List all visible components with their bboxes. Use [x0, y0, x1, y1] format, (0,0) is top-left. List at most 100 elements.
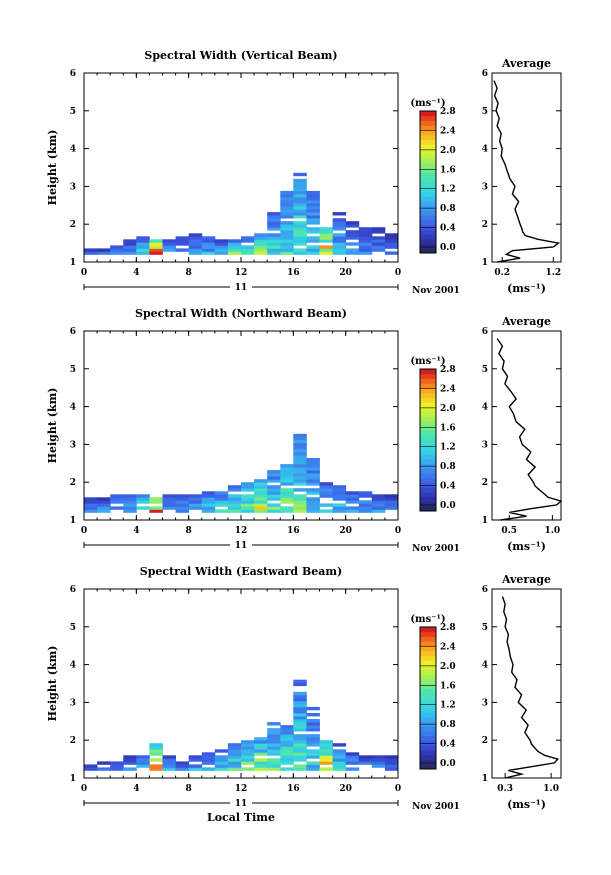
heatmap-cell — [293, 755, 307, 759]
heatmap-cell — [201, 761, 216, 765]
heatmap-cell — [162, 758, 176, 762]
colorbar-bin — [420, 406, 436, 413]
colorbar-tick-label: 2.4 — [440, 642, 456, 652]
heatmap-cell — [136, 758, 150, 762]
y-tick-label: 6 — [70, 585, 76, 595]
heatmap-cell — [280, 746, 294, 750]
heatmap-cell — [188, 236, 203, 240]
heatmap-cell — [306, 200, 320, 204]
heatmap-cell — [358, 227, 373, 231]
heatmap-cell — [227, 506, 242, 510]
colorbar-tick-label: 1.6 — [440, 681, 456, 691]
heatmap-cell — [293, 500, 307, 504]
colorbar-bin — [420, 416, 436, 422]
heatmap-cell — [254, 749, 268, 753]
colorbar-tick-label: 0.4 — [440, 482, 456, 492]
heatmap-cell — [345, 500, 360, 504]
heatmap-cell — [267, 761, 281, 765]
heatmap-cell — [175, 497, 190, 501]
heatmap-cell — [227, 767, 242, 771]
colorbar-bin — [420, 688, 436, 694]
heatmap-cell — [267, 497, 281, 501]
profile-y-tick-label: 2 — [482, 220, 488, 230]
profile-x-label: (ms⁻¹) — [507, 540, 546, 553]
heatmap-cell — [227, 485, 242, 489]
colorbar-bin — [420, 631, 436, 637]
heatmap-cell — [293, 461, 307, 465]
heatmap-cell — [280, 242, 294, 246]
heatmap-cell — [358, 236, 373, 240]
heatmap-cell — [280, 473, 294, 477]
colorbar-bin — [420, 716, 436, 723]
heatmap-cell — [332, 488, 347, 492]
heatmap-cells — [84, 679, 399, 771]
heatmap-cell — [123, 500, 137, 504]
profile-y-tick-label: 5 — [482, 623, 488, 633]
chart-panel-2: Spectral Width (Northward Beam)0 4 8 12 16 20… — [46, 307, 563, 554]
heatmap-cell — [306, 239, 320, 243]
heatmap-cell — [123, 239, 137, 243]
heatmap-cell — [306, 212, 320, 216]
heatmap-cell — [123, 494, 137, 498]
heatmap-cell — [267, 731, 281, 735]
heatmap-cell — [293, 740, 307, 744]
heatmap-cell — [267, 722, 281, 726]
heatmap-cell — [254, 233, 268, 237]
heatmap-cell — [358, 500, 373, 504]
heatmap-cell — [371, 755, 386, 759]
colorbar-bin — [420, 421, 436, 427]
colorbar-bin — [420, 373, 436, 379]
heatmap-cell — [175, 239, 190, 243]
heatmap-cell — [293, 190, 307, 195]
heatmap-cell — [241, 245, 255, 249]
y-tick-label: 3 — [70, 698, 76, 708]
heatmap-cell — [319, 752, 333, 756]
heatmap-cell — [123, 251, 137, 255]
heatmap-cell — [267, 248, 281, 252]
colorbar-tick-label: 0.0 — [440, 501, 456, 511]
profile-line — [493, 80, 561, 263]
x-tick-label: 20 — [339, 268, 352, 278]
heatmap-cell — [293, 433, 307, 438]
colorbar-bin — [420, 383, 436, 389]
heatmap-cell — [254, 758, 268, 762]
heatmap-cell — [293, 203, 307, 207]
heatmap-cell — [293, 436, 307, 441]
heatmap-cell — [293, 442, 307, 447]
heatmap-cell — [241, 251, 255, 255]
heatmap-cell — [293, 691, 307, 696]
colorbar-tick-label: 2.0 — [440, 146, 456, 156]
heatmap-cell — [110, 764, 124, 768]
heatmap-cell — [214, 497, 229, 501]
heatmap-cell — [110, 500, 124, 504]
heatmap-cell — [293, 227, 307, 231]
heatmap-cell — [214, 500, 229, 504]
heatmap-cell — [319, 503, 333, 507]
heatmap-cell — [227, 764, 242, 768]
heatmap-cell — [214, 245, 229, 249]
colorbar-bin — [420, 759, 436, 765]
colorbar-bin — [420, 458, 436, 465]
heatmap-cell — [280, 488, 294, 492]
heatmap-cell — [319, 251, 333, 255]
heatmap-cell — [201, 491, 216, 495]
heatmap-cell — [280, 197, 294, 201]
heatmap-cell — [214, 755, 229, 759]
day-label: 11 — [235, 283, 248, 293]
heatmap-cell — [306, 248, 320, 252]
heatmap-cell — [384, 755, 399, 759]
heatmap-cell — [371, 509, 386, 513]
heatmap-cell — [306, 764, 320, 768]
heatmap-cell — [254, 488, 268, 492]
colorbar-tick-label: 1.2 — [440, 443, 456, 453]
heatmap-cell — [293, 448, 307, 453]
colorbar-tick-label: 2.4 — [440, 126, 456, 136]
heatmap-cell — [293, 230, 307, 234]
heatmap-cell — [214, 761, 229, 765]
heatmap-cell — [241, 239, 255, 243]
heatmap-cell — [306, 467, 320, 471]
heatmap-cell — [371, 761, 386, 765]
heatmap-cell — [201, 236, 216, 240]
colorbar-tick-label: 1.2 — [440, 701, 456, 711]
heatmap-cell — [280, 245, 294, 249]
